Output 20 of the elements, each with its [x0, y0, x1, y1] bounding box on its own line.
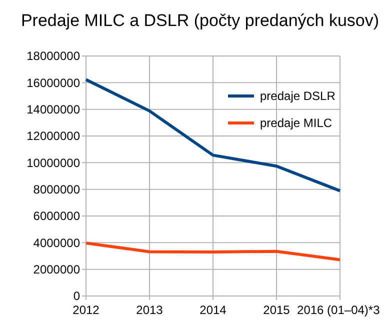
y-tick-label: 18000000: [26, 49, 80, 64]
y-tick-label: 16000000: [26, 76, 80, 90]
x-tick-label: 2015: [263, 303, 290, 317]
x-tick-label: 2012: [72, 303, 100, 317]
x-tick-label: 2016 (01–04)*3: [297, 303, 380, 317]
y-tick-label: 4000000: [33, 236, 80, 250]
legend-label: predaje DSLR: [260, 89, 336, 104]
legend-label: predaje MILC: [260, 116, 332, 130]
y-tick-label: 12000000: [26, 129, 80, 144]
y-tick-label: 14000000: [26, 102, 80, 117]
line-series: [84, 242, 342, 262]
y-tick-label: 8000000: [33, 182, 80, 197]
y-tick-label: 6000000: [33, 209, 80, 224]
line-series: [84, 78, 342, 192]
y-tick-label: 10000000: [26, 156, 80, 170]
chart-title: Predaje MILC a DSLR (počty predaných kusov): [20, 11, 380, 30]
y-tick-label: 2000000: [33, 262, 80, 277]
y-tick-label: 0: [73, 289, 80, 304]
x-tick-label: 2014: [200, 303, 227, 317]
x-tick-label: 2013: [136, 303, 164, 317]
